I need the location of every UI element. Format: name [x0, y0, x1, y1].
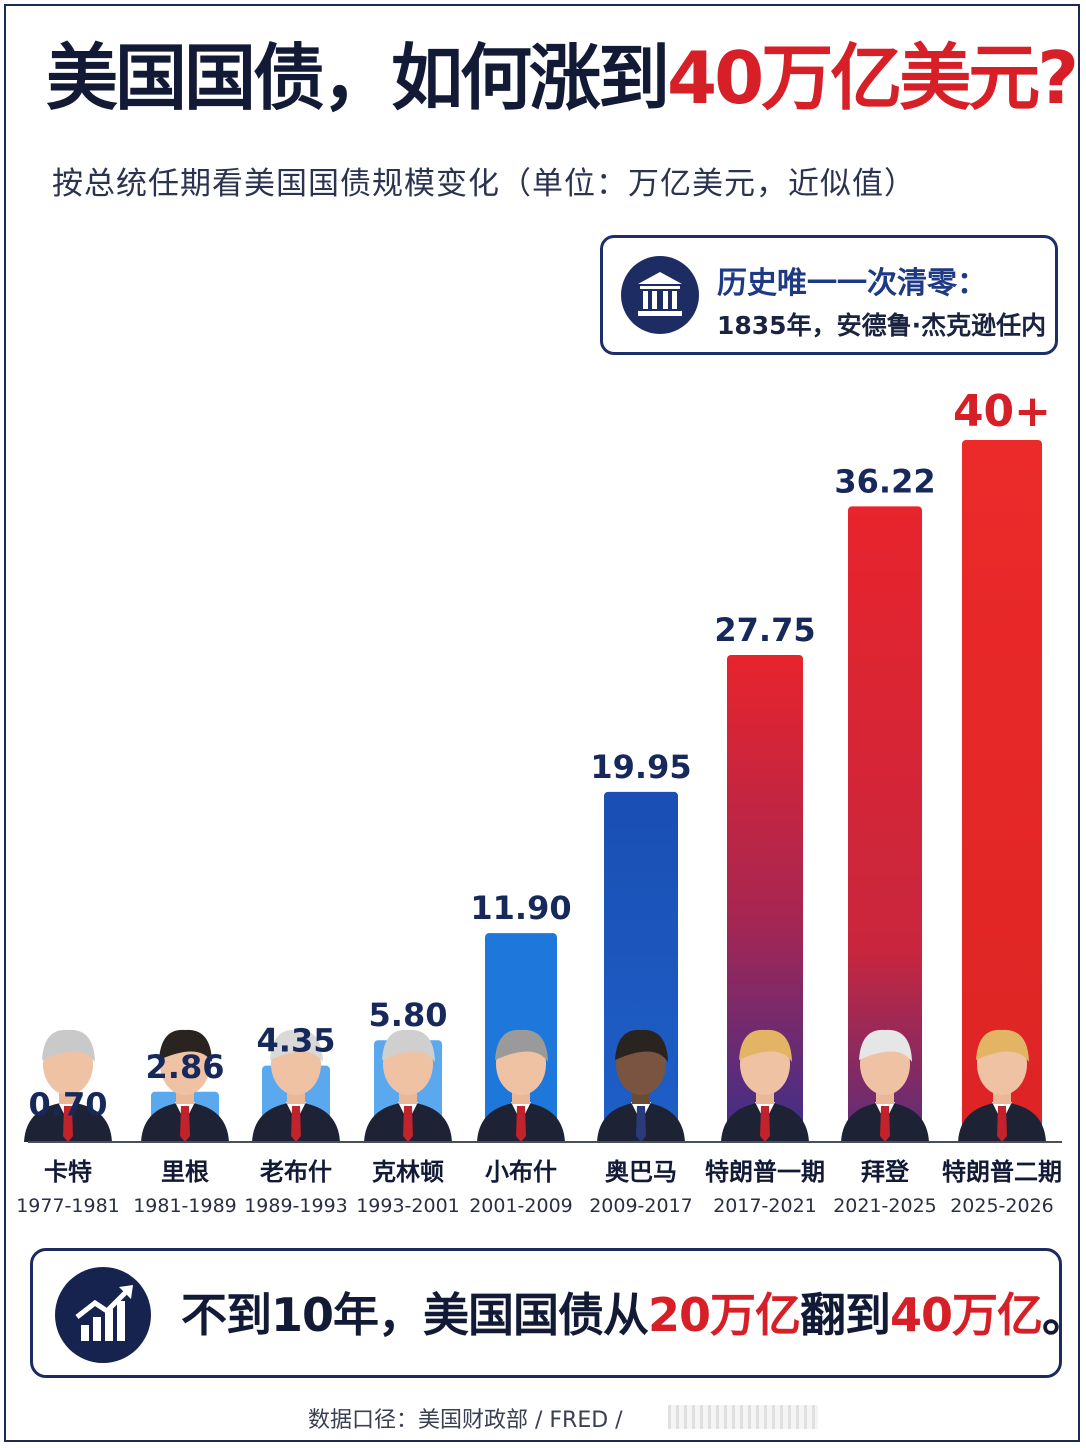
summary-text: 不到10年，美国国债从20万亿翻到40万亿。 [181, 1288, 1086, 1342]
president-portrait-8 [958, 1029, 1046, 1142]
term-period-4: 2001-2009 [469, 1195, 573, 1217]
president-name-0: 卡特 [44, 1158, 92, 1186]
value-label-8: 40+ [953, 386, 1051, 437]
term-period-6: 2017-2021 [713, 1195, 817, 1217]
president-name-7: 拜登 [861, 1158, 910, 1186]
value-label-0: 0.70 [29, 1086, 108, 1124]
callout-text: 1835年，安德鲁·杰克逊任内 [717, 311, 1047, 340]
bank-building-icon [621, 256, 699, 334]
value-label-3: 5.80 [369, 996, 448, 1034]
bar-8 [962, 440, 1042, 1142]
president-name-6: 特朗普一期 [705, 1158, 825, 1186]
value-label-1: 2.86 [146, 1048, 225, 1086]
blurred-watermark [668, 1405, 818, 1429]
history-callout: 历史唯一一次清零： 1835年，安德鲁·杰克逊任内 [600, 235, 1058, 355]
callout-heading: 历史唯一一次清零： [717, 266, 987, 301]
term-period-0: 1977-1981 [16, 1195, 120, 1217]
page-subtitle: 按总统任期看美国国债规模变化（单位：万亿美元，近似值） [52, 166, 916, 202]
term-period-7: 2021-2025 [833, 1195, 937, 1217]
president-name-4: 小布什 [485, 1158, 557, 1186]
value-label-7: 36.22 [834, 462, 935, 500]
value-label-2: 4.35 [257, 1022, 336, 1060]
president-portrait-3 [364, 1029, 452, 1142]
president-portrait-1 [141, 1029, 229, 1142]
president-portrait-2 [252, 1029, 340, 1142]
page-frame [4, 4, 1080, 1442]
president-name-1: 里根 [161, 1158, 209, 1186]
president-name-2: 老布什 [260, 1158, 332, 1186]
president-portrait-5 [597, 1029, 685, 1142]
title-highlight: 40万亿美元? [667, 36, 1079, 120]
value-label-4: 11.90 [470, 889, 571, 927]
data-source-note: 数据口径：美国财政部 / FRED / [308, 1408, 623, 1433]
term-period-1: 1981-1989 [133, 1195, 237, 1217]
president-portrait-0 [24, 1029, 112, 1142]
bar-7 [848, 506, 922, 1142]
term-period-8: 2025-2026 [950, 1195, 1054, 1217]
value-label-6: 27.75 [714, 611, 815, 649]
term-period-2: 1989-1993 [244, 1195, 348, 1217]
term-period-3: 1993-2001 [356, 1195, 460, 1217]
president-name-8: 特朗普二期 [942, 1158, 1062, 1186]
rising-chart-icon [55, 1267, 151, 1363]
president-name-3: 克林顿 [372, 1158, 444, 1186]
president-portrait-6 [721, 1029, 809, 1142]
president-name-5: 奥巴马 [605, 1158, 677, 1186]
president-portrait-7 [841, 1029, 929, 1142]
term-period-5: 2009-2017 [589, 1195, 693, 1217]
president-portrait-4 [477, 1029, 565, 1142]
summary-banner: 不到10年，美国国债从20万亿翻到40万亿。 [30, 1248, 1086, 1378]
page-title: 美国国债，如何涨到40万亿美元? [46, 36, 1079, 120]
value-label-5: 19.95 [590, 748, 691, 786]
bar-6 [727, 654, 803, 1142]
